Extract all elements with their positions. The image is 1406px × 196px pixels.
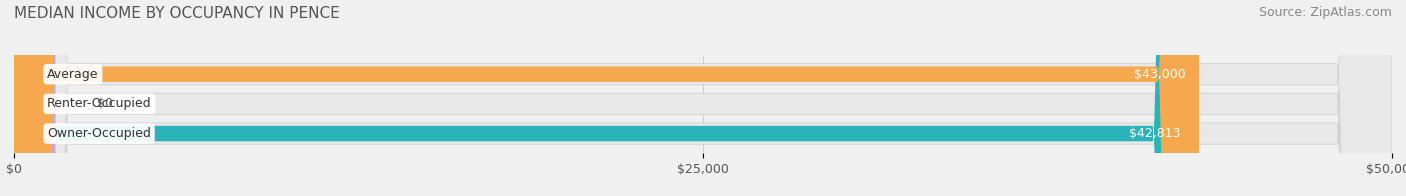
FancyBboxPatch shape bbox=[14, 0, 1199, 196]
Text: Source: ZipAtlas.com: Source: ZipAtlas.com bbox=[1258, 6, 1392, 19]
FancyBboxPatch shape bbox=[14, 0, 1392, 196]
Text: MEDIAN INCOME BY OCCUPANCY IN PENCE: MEDIAN INCOME BY OCCUPANCY IN PENCE bbox=[14, 6, 340, 21]
Text: $42,813: $42,813 bbox=[1129, 127, 1180, 140]
FancyBboxPatch shape bbox=[14, 0, 1392, 196]
Text: Average: Average bbox=[48, 68, 98, 81]
Text: Renter-Occupied: Renter-Occupied bbox=[48, 97, 152, 110]
FancyBboxPatch shape bbox=[14, 0, 1392, 196]
FancyBboxPatch shape bbox=[14, 0, 1194, 196]
Text: $43,000: $43,000 bbox=[1133, 68, 1185, 81]
Text: $0: $0 bbox=[97, 97, 112, 110]
FancyBboxPatch shape bbox=[14, 0, 55, 196]
Text: Owner-Occupied: Owner-Occupied bbox=[48, 127, 150, 140]
